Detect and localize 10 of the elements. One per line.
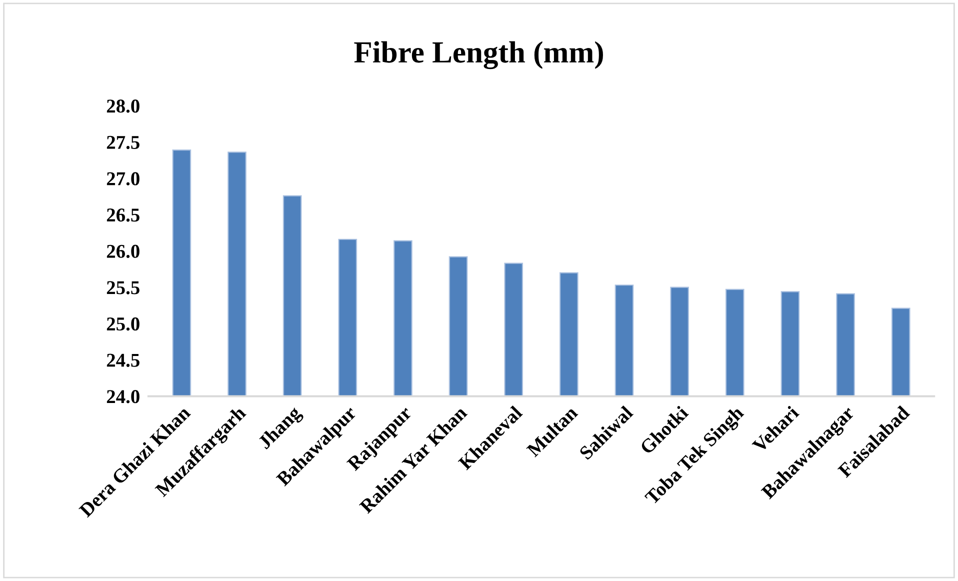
- y-tick-label: 24.0: [106, 390, 140, 404]
- y-tick-label: 26.0: [106, 244, 140, 258]
- y-tick-label: 27.0: [106, 172, 140, 186]
- y-tick-label: 25.0: [106, 317, 140, 331]
- y-tick-label: 25.5: [106, 281, 140, 294]
- y-tick-label: 24.5: [106, 354, 140, 367]
- y-tick-label: 28.0: [106, 100, 140, 113]
- y-tick-label: 27.5: [106, 136, 140, 150]
- y-tick-label: 26.5: [106, 208, 140, 222]
- chart-title: Fibre Length (mm): [354, 41, 603, 70]
